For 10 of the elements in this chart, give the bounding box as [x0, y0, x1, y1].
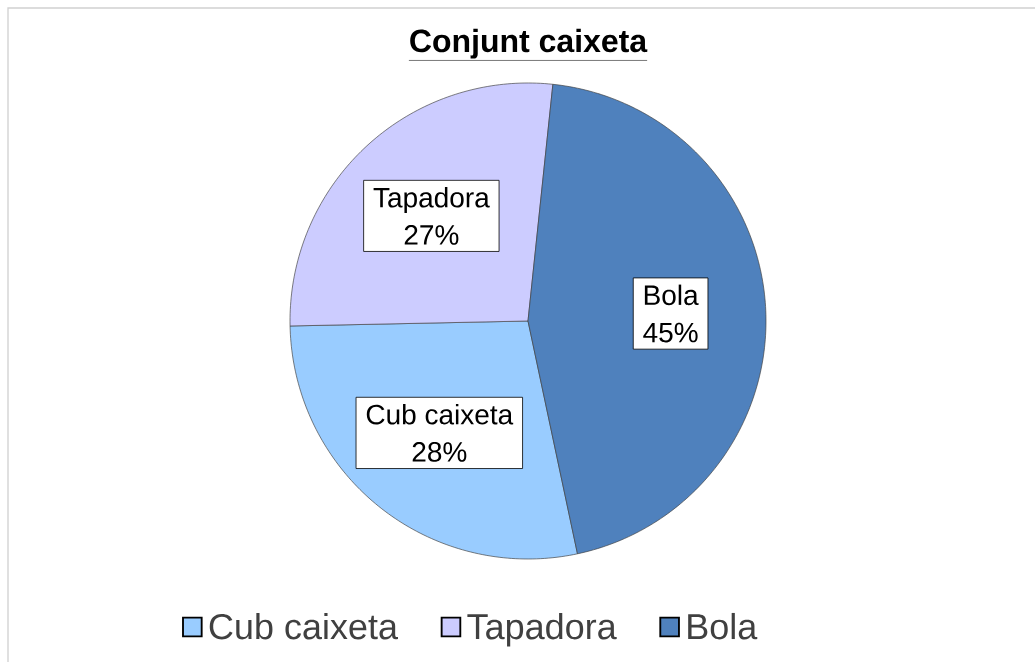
- chart-title: Conjunt caixeta: [410, 28, 648, 59]
- legend-label: Bola: [688, 612, 758, 640]
- data-label: 28%: [412, 442, 467, 462]
- data-label: 45%: [643, 322, 698, 343]
- legend-label: Cub caixeta: [209, 612, 398, 640]
- data-label: 27%: [404, 225, 459, 245]
- slice-label: Cub caixeta: [366, 403, 514, 425]
- slice-label: Bola: [644, 284, 699, 306]
- slice-label: Tapadora: [373, 187, 490, 214]
- legend-label: Tapadora: [467, 612, 617, 647]
